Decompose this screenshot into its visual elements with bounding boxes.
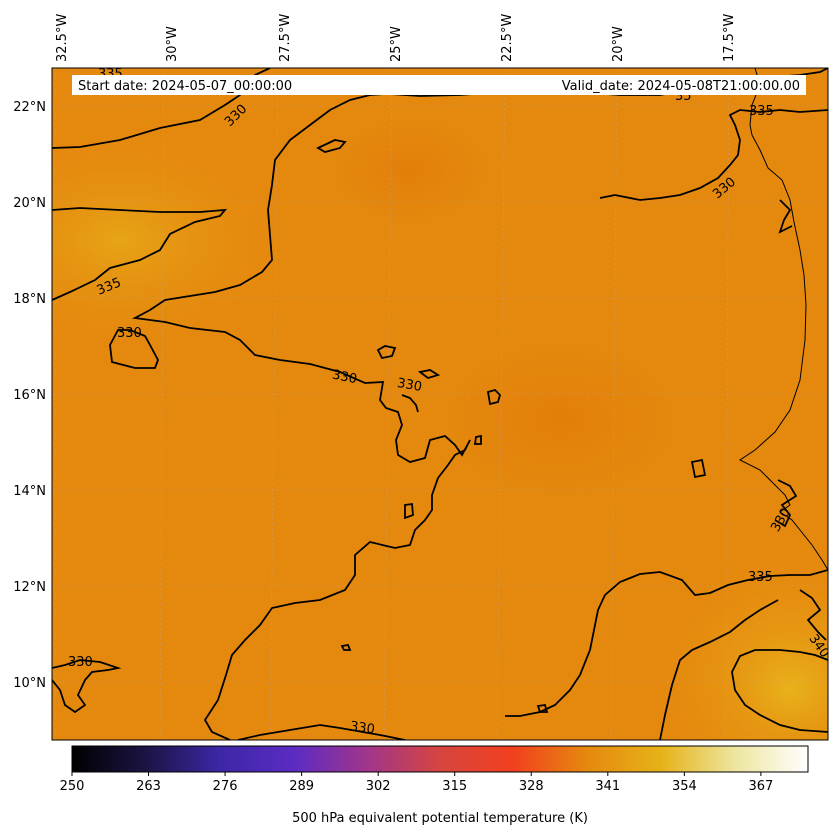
lat-label: 14°N [13,484,46,499]
contour-coast-fringe [774,479,798,528]
contour-label: 330 [396,376,423,395]
contour-label: 335 [748,570,773,585]
meridian-line [269,68,279,740]
contour-label: 330 [331,367,358,387]
contour-330-southwest [52,659,122,714]
contour-small-island [376,345,397,360]
colorbar: 250 263 276 289 302 315 328 341 354 367 500 hPa e… [60,745,809,826]
map-panel: 335 330 335 330 330 330 335 330 330 335 … [52,68,828,740]
lat-label: 12°N [13,580,46,595]
cool-region-north [290,90,530,250]
contour-335-east [599,109,828,201]
coastline [739,134,828,571]
lat-label: 18°N [13,292,46,307]
date-banner [72,75,806,95]
colorbar-title: 500 hPa equivalent potential temperature… [292,811,588,826]
colorbar-tick-label: 341 [595,779,620,794]
colorbar-tick-label: 263 [136,779,161,794]
contour-label: 330 [68,655,93,670]
contour-small-island [316,139,347,153]
warm-region-west [52,130,290,350]
contour-coast-fringe [778,199,793,234]
contour-340-southeast [731,649,828,733]
lon-label: 25°W [389,26,404,62]
contour-335-northwest [52,207,228,301]
lat-label: 10°N [13,676,46,691]
colorbar-tick-label: 302 [366,779,391,794]
graticule [52,68,828,740]
colorbar-tick-label: 289 [289,779,314,794]
latitude-axis: 22°N 20°N 18°N 16°N 14°N 12°N 10°N [13,100,46,691]
contour-label: 330 [349,719,376,737]
colorbar-tick-label: 354 [672,779,697,794]
contour-small-island [690,458,707,479]
contour-small-island [401,394,419,413]
lon-label: 20°W [611,26,626,62]
longitude-axis: 32.5°W 30°W 27.5°W 25°W 22.5°W 20°W 17.5… [55,14,737,62]
contour-330-loop-west [109,329,159,369]
colorbar-tick-label: 315 [442,779,467,794]
contour-label: 335 [749,104,774,119]
warm-region-southeast-core [710,620,828,740]
map-frame [51,67,829,741]
contour-small-island [340,643,352,651]
colorbar-tick-label: 328 [519,779,544,794]
colorbar-bar [71,745,809,773]
lat-label: 20°N [13,196,46,211]
contour-335-south-arc [659,599,779,740]
colorbar-ticks: 250 263 276 289 302 315 328 341 354 367 [60,772,773,794]
contour-label: 330 [117,326,142,341]
contour-330-south [237,724,406,740]
contour-small-island [417,369,441,379]
colorbar-tick-label: 250 [60,779,85,794]
lon-label: 22.5°W [500,14,515,62]
contour-small-island [473,434,482,445]
cool-region-center [380,300,740,540]
lon-label: 30°W [165,26,180,62]
lat-label: 22°N [13,100,46,115]
lon-label: 27.5°W [278,14,293,62]
colorbar-tick-label: 367 [748,779,773,794]
meridian-line [383,68,393,740]
contour-small-island [404,502,414,520]
valid-date-label: Valid_date: 2024-05-08T21:00:00.00 [562,79,800,94]
contour-small-island [486,388,502,406]
contour-335-southeast [505,569,828,717]
meridian-line [496,68,506,740]
meridian-line [159,68,165,740]
lon-label: 17.5°W [722,14,737,62]
contour-small-island [536,703,549,713]
lon-label: 32.5°W [55,14,70,62]
lat-label: 16°N [13,388,46,403]
contour-coast-fringe [799,589,827,641]
meridian-line [610,68,618,740]
meridian-line [724,68,730,740]
start-date-label: Start date: 2024-05-07_00:00:00 [78,79,292,94]
colorbar-tick-label: 276 [213,779,238,794]
